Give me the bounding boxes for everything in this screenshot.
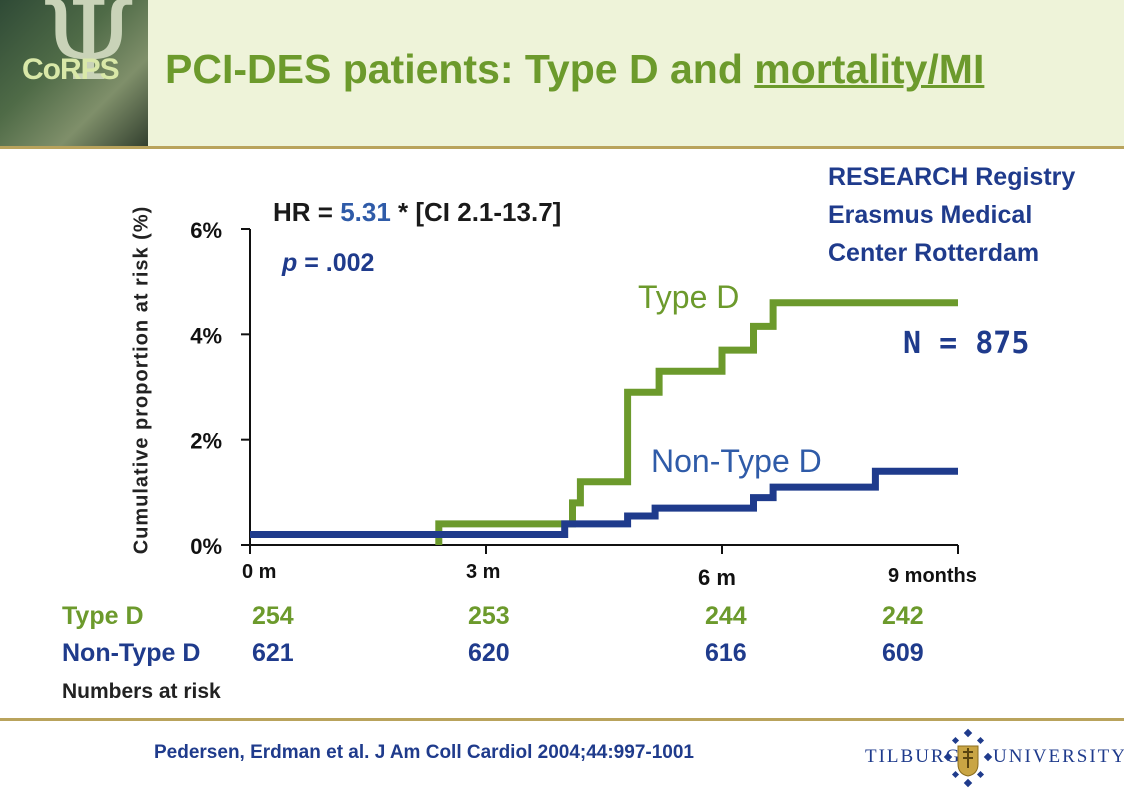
- title-main: PCI-DES patients: Type D and: [165, 46, 755, 92]
- chart-labels: Type D Non-Type D: [638, 279, 822, 479]
- p-value: p = .002: [282, 249, 374, 278]
- y-tick-label: 0%: [190, 534, 222, 559]
- y-tick-label: 2%: [190, 429, 222, 454]
- risk-caption: Numbers at risk: [62, 680, 221, 703]
- non-type-d-label: Non-Type D: [651, 443, 822, 479]
- footer-divider: [0, 718, 1124, 721]
- hr-suffix: * [CI 2.1-13.7]: [390, 197, 562, 227]
- non-type-d-line: [250, 467, 958, 538]
- x-tick-label: 6 m: [698, 565, 736, 590]
- risk-row-label: Type D: [62, 602, 144, 630]
- y-tick-label: 4%: [190, 323, 222, 348]
- registry-line-1: RESEARCH Registry: [828, 163, 1076, 191]
- y-tick-label: 6%: [190, 218, 222, 243]
- registry-line-2: Erasmus Medical: [828, 201, 1033, 229]
- type-d-line: [435, 299, 958, 545]
- type-d-label: Type D: [638, 279, 739, 315]
- title-underlined: mortality/MI: [754, 46, 985, 92]
- x-tick-label: 9 months: [888, 565, 977, 587]
- hazard-ratio: HR = 5.31 * [CI 2.1-13.7]: [273, 197, 561, 228]
- risk-cell: 244: [705, 602, 747, 630]
- risk-cell: 616: [705, 639, 747, 667]
- x-tick-label: 0 m: [242, 561, 276, 583]
- uni-name-left: TILBURG: [865, 746, 962, 767]
- risk-cell: 621: [252, 639, 294, 667]
- risk-cell: 609: [882, 639, 924, 667]
- sample-size: N = 875: [903, 326, 1030, 361]
- risk-cell: 620: [468, 639, 510, 667]
- hr-prefix: HR =: [273, 197, 341, 227]
- uni-name-right: UNIVERSITY: [993, 746, 1124, 767]
- chart-axes: 0% 2% 4% 6% 0 m 3 m 6 m 9 months: [190, 218, 977, 590]
- chart-series: [250, 299, 958, 545]
- risk-row-label: Non-Type D: [62, 639, 201, 667]
- psi-icon: Ψ: [40, 0, 137, 105]
- slide-title: PCI-DES patients: Type D and mortality/M…: [165, 46, 984, 93]
- risk-cell: 253: [468, 602, 510, 630]
- corps-logo: Ψ CoRPS: [0, 0, 148, 146]
- slide-header: Ψ CoRPS PCI-DES patients: Type D and mor…: [0, 0, 1124, 149]
- citation: Pedersen, Erdman et al. J Am Coll Cardio…: [154, 742, 694, 763]
- km-chart: 0% 2% 4% 6% 0 m 3 m 6 m 9 months Type D Non-Type…: [190, 218, 977, 590]
- risk-cell: 242: [882, 602, 924, 630]
- registry-line-3: Center Rotterdam: [828, 239, 1040, 267]
- risk-cell: 254: [252, 602, 294, 630]
- x-tick-label: 3 m: [466, 561, 500, 583]
- tilburg-university-logo: TILBURG UNIVERSITY: [865, 728, 1124, 788]
- p-number: = .002: [297, 249, 375, 277]
- registry-info: RESEARCH Registry Erasmus Medical Center…: [828, 158, 1075, 272]
- p-label: p: [282, 249, 298, 277]
- logo-text: CoRPS: [22, 53, 120, 86]
- university-crest-icon: [943, 728, 993, 788]
- hr-value: 5.31: [340, 197, 391, 227]
